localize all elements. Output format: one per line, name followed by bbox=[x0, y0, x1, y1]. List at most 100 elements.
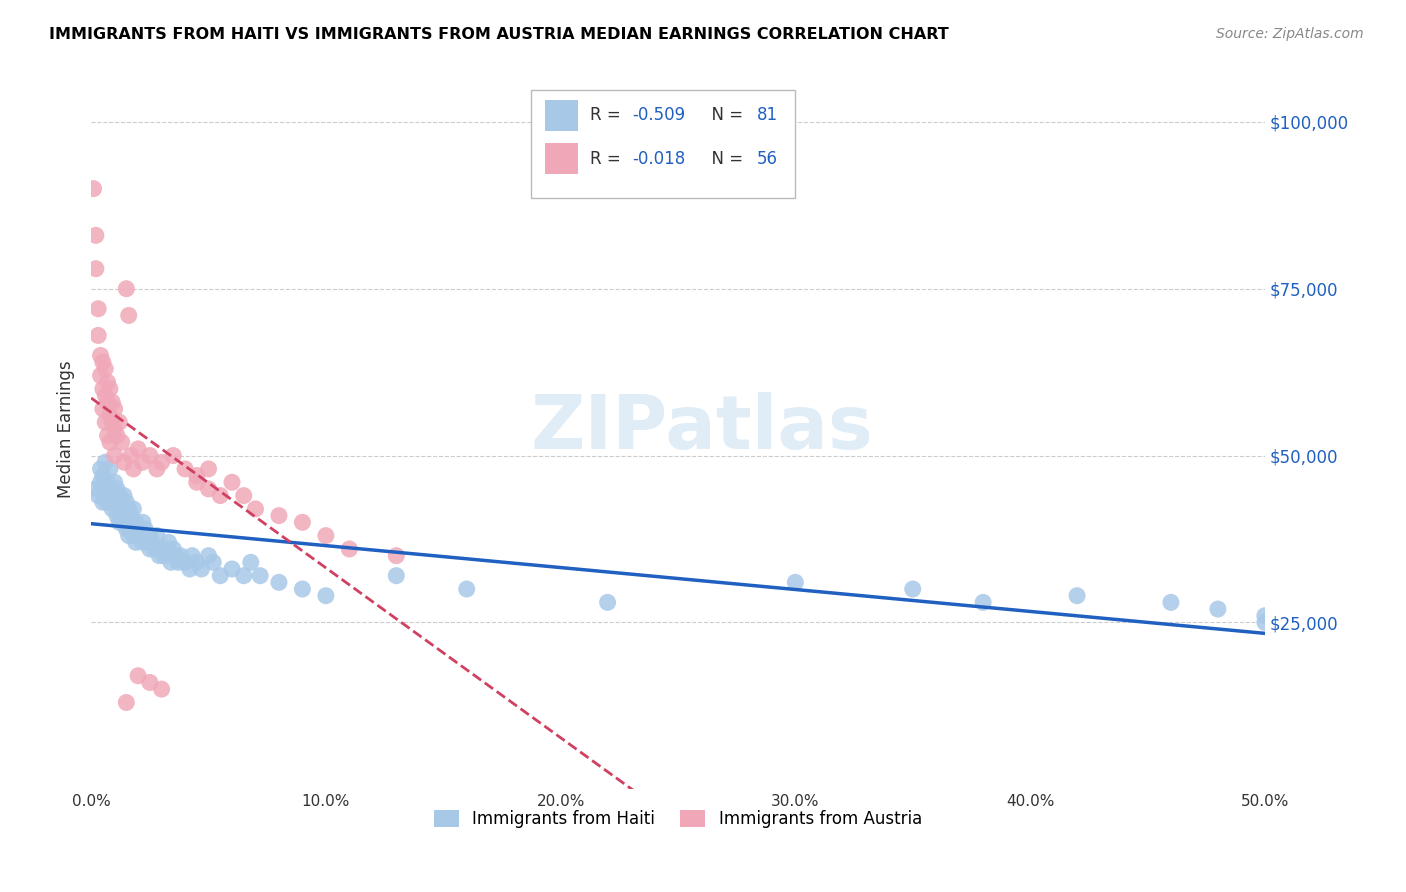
Point bbox=[174, 462, 197, 476]
Text: R =: R = bbox=[591, 150, 626, 168]
Point bbox=[132, 535, 155, 549]
Point bbox=[101, 395, 124, 409]
Point bbox=[143, 541, 166, 556]
Point bbox=[291, 582, 314, 596]
Point bbox=[118, 528, 141, 542]
Point bbox=[221, 475, 243, 490]
Y-axis label: Median Earnings: Median Earnings bbox=[58, 360, 75, 498]
Point bbox=[209, 568, 232, 582]
Point bbox=[232, 489, 254, 503]
Point bbox=[197, 462, 219, 476]
Text: R =: R = bbox=[591, 106, 626, 124]
Point bbox=[97, 428, 120, 442]
Point bbox=[456, 582, 478, 596]
Point bbox=[101, 502, 124, 516]
Point bbox=[157, 535, 180, 549]
Point bbox=[249, 568, 271, 582]
Point bbox=[179, 562, 201, 576]
Point bbox=[91, 355, 114, 369]
Point bbox=[127, 522, 149, 536]
Point bbox=[197, 549, 219, 563]
Point bbox=[115, 282, 138, 296]
Point bbox=[115, 495, 138, 509]
Point bbox=[267, 508, 290, 523]
Text: -0.509: -0.509 bbox=[633, 106, 685, 124]
Point bbox=[98, 435, 121, 450]
Point bbox=[111, 508, 134, 523]
Point bbox=[132, 455, 155, 469]
Point bbox=[134, 522, 156, 536]
Point bbox=[125, 535, 148, 549]
Point bbox=[174, 555, 197, 569]
Point bbox=[139, 675, 162, 690]
Point bbox=[90, 475, 112, 490]
Point bbox=[104, 422, 127, 436]
Point bbox=[160, 555, 183, 569]
Point bbox=[118, 309, 141, 323]
Legend: Immigrants from Haiti, Immigrants from Austria: Immigrants from Haiti, Immigrants from A… bbox=[427, 804, 928, 835]
Point bbox=[385, 568, 408, 582]
Point bbox=[1066, 589, 1088, 603]
Point bbox=[104, 495, 127, 509]
Point bbox=[120, 508, 142, 523]
Point bbox=[122, 462, 145, 476]
Point bbox=[125, 516, 148, 530]
Point bbox=[118, 502, 141, 516]
Point bbox=[105, 508, 128, 523]
Point bbox=[108, 489, 131, 503]
Point bbox=[104, 449, 127, 463]
Point bbox=[181, 549, 204, 563]
Text: N =: N = bbox=[702, 150, 749, 168]
Point bbox=[84, 482, 107, 496]
Point bbox=[150, 541, 173, 556]
Point bbox=[146, 462, 169, 476]
Point bbox=[90, 462, 112, 476]
Point bbox=[94, 489, 117, 503]
Point bbox=[139, 541, 162, 556]
Point bbox=[111, 435, 134, 450]
Point bbox=[98, 482, 121, 496]
Point bbox=[108, 516, 131, 530]
Point bbox=[315, 589, 337, 603]
Point bbox=[150, 455, 173, 469]
Point bbox=[91, 401, 114, 416]
Text: ZIPatlas: ZIPatlas bbox=[530, 392, 873, 466]
Point bbox=[112, 455, 135, 469]
Point bbox=[97, 495, 120, 509]
Point bbox=[136, 535, 159, 549]
Point bbox=[104, 475, 127, 490]
Point bbox=[90, 368, 112, 383]
Point bbox=[132, 516, 155, 530]
Point bbox=[1160, 595, 1182, 609]
Point bbox=[165, 549, 187, 563]
Point bbox=[84, 228, 107, 243]
Point bbox=[190, 562, 212, 576]
Point bbox=[129, 528, 152, 542]
Point bbox=[115, 522, 138, 536]
Point bbox=[112, 489, 135, 503]
Point bbox=[153, 549, 176, 563]
Point bbox=[785, 575, 807, 590]
Bar bbox=[546, 144, 578, 174]
Point bbox=[112, 516, 135, 530]
Point bbox=[91, 468, 114, 483]
Text: 56: 56 bbox=[756, 150, 778, 168]
Point bbox=[169, 549, 191, 563]
Point bbox=[98, 382, 121, 396]
Point bbox=[98, 462, 121, 476]
Point bbox=[162, 449, 184, 463]
Point bbox=[148, 549, 170, 563]
Point bbox=[146, 528, 169, 542]
Point bbox=[87, 489, 110, 503]
Point bbox=[596, 595, 619, 609]
Point bbox=[337, 541, 360, 556]
Text: -0.018: -0.018 bbox=[633, 150, 686, 168]
Point bbox=[91, 382, 114, 396]
Point bbox=[139, 449, 162, 463]
Point bbox=[111, 495, 134, 509]
Point bbox=[84, 261, 107, 276]
Point bbox=[139, 528, 162, 542]
Point bbox=[162, 541, 184, 556]
Point bbox=[97, 375, 120, 389]
Point bbox=[105, 428, 128, 442]
